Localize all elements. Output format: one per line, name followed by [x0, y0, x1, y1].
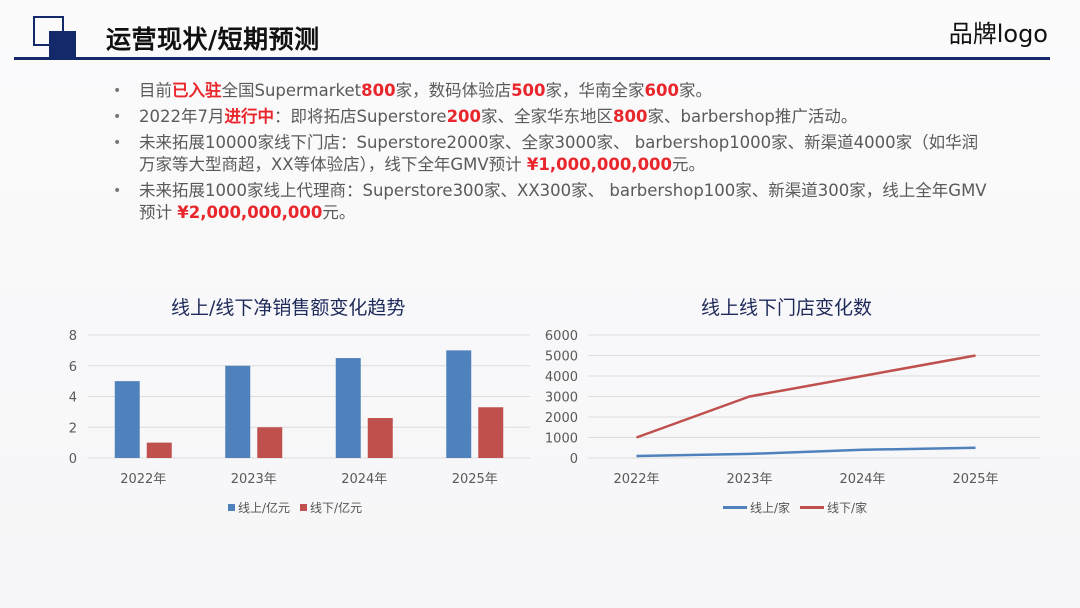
bullet-dot-icon: •	[113, 109, 122, 125]
y-tick-label: 6000	[545, 329, 578, 344]
line-offline	[636, 354, 976, 439]
bullet-item: • 未来拓展10000家线下门店：Superstore2000家、全家3000家、…	[110, 132, 990, 176]
bullet-text: 家，华南全家	[545, 81, 645, 100]
y-tick-label: 0	[570, 452, 578, 467]
bar-chart-plot: 0 2 4 6 8 2022年 2023年 2024年 2025年	[69, 329, 530, 487]
x-tick-label: 2024年	[341, 472, 387, 487]
bar-offline	[257, 427, 283, 458]
highlight-text: 200	[446, 107, 482, 126]
x-tick-label: 2025年	[452, 472, 498, 487]
bullet-text: 家。	[678, 81, 712, 100]
highlight-text: ¥1,000,000,000	[526, 155, 673, 174]
line-online	[636, 446, 976, 458]
bullet-text: ：即将拓店Superstore	[274, 107, 447, 126]
y-tick-label: 1000	[545, 432, 578, 447]
y-tick-label: 4	[69, 391, 77, 406]
brand-logo: 品牌logo	[948, 20, 1048, 48]
highlight-text: 500	[511, 81, 546, 100]
y-tick-label: 2000	[545, 411, 578, 426]
bar-online	[446, 350, 472, 458]
x-tick-label: 2025年	[952, 472, 998, 487]
bar-offline	[146, 442, 172, 458]
legend-swatch-online	[228, 504, 235, 511]
bullet-text: 全国Supermarket	[221, 81, 362, 100]
bar-chart-sales: 线上/线下净销售额变化趋势 0 2 4 6 8 2022年 2023年 2024年 2025年 …	[50, 285, 540, 525]
y-tick-label: 4000	[545, 370, 578, 385]
bullet-text: 元。	[672, 155, 706, 174]
line-chart-legend: 线上/家 线下/家	[723, 499, 867, 516]
x-tick-label: 2023年	[231, 472, 277, 487]
legend-label-offline-stores: 线下/家	[827, 501, 868, 515]
legend-swatch-online-stores	[723, 506, 747, 509]
highlight-text: 600	[644, 81, 679, 100]
highlight-text: 800	[361, 81, 396, 100]
legend-item-offline: 线下/亿元	[300, 499, 362, 516]
legend-item-online: 线上/亿元	[228, 499, 290, 516]
bar-offline	[478, 407, 504, 458]
highlight-text: 800	[613, 107, 648, 126]
header-divider	[14, 57, 1050, 60]
y-tick-label: 0	[69, 452, 77, 467]
y-tick-label: 6	[69, 360, 77, 375]
bullet-item: • 2022年7月进行中：即将拓店Superstore200家、全家华东地区800…	[110, 106, 990, 128]
legend-label-offline: 线下/亿元	[310, 501, 363, 515]
bullet-text: 家，数码体验店	[395, 81, 512, 100]
bullet-text: 家、全家华东地区	[481, 107, 614, 126]
y-tick-label: 5000	[545, 350, 578, 365]
bullet-text: 元。	[322, 203, 356, 222]
bullet-dot-icon: •	[113, 183, 122, 199]
highlight-text: 已入驻	[172, 81, 222, 100]
legend-item-offline-stores: 线下/家	[800, 499, 867, 516]
bar-chart-legend: 线上/亿元 线下/亿元	[228, 499, 362, 516]
bullet-text: 未来拓展10000家线下门店：Superstore2000家、全家3000家、 …	[139, 133, 979, 174]
legend-swatch-offline	[300, 504, 308, 511]
x-tick-label: 2022年	[120, 472, 166, 487]
bar-online	[225, 365, 251, 458]
line-chart-plot: 0 1000 2000 3000 4000 5000 6000 2022年 2023年 2024年…	[545, 329, 1040, 487]
header-decoration	[30, 16, 78, 60]
legend-swatch-offline-stores	[800, 506, 825, 509]
bullet-dot-icon: •	[113, 83, 122, 99]
highlight-text: ¥2,000,000,000	[177, 203, 323, 222]
bar-chart-title: 线上/线下净销售额变化趋势	[171, 297, 406, 319]
line-chart-title: 线上线下门店变化数	[701, 297, 873, 319]
bullet-text: 目前	[139, 81, 172, 100]
y-tick-label: 8	[69, 329, 77, 344]
bullet-text: 家、barbershop推广活动。	[647, 107, 858, 126]
x-tick-label: 2024年	[839, 472, 885, 487]
x-tick-label: 2023年	[726, 472, 772, 487]
bar-online	[335, 358, 361, 458]
bullet-dot-icon: •	[113, 135, 122, 151]
bar-online	[114, 381, 140, 458]
line-chart-stores: 线上线下门店变化数 0 1000 2000 3000 4000 5000 6000 2022年…	[540, 285, 1050, 525]
bullet-item: • 未来拓展1000家线上代理商：Superstore300家、XX300家、 b…	[110, 180, 990, 224]
bar-offline	[367, 418, 393, 458]
bullet-text: 2022年7月	[139, 107, 225, 126]
bullet-text: 未来拓展1000家线上代理商：Superstore300家、XX300家、 ba…	[139, 181, 987, 222]
bullet-list: • 目前已入驻全国Supermarket800家，数码体验店500家，华南全家60…	[110, 80, 990, 228]
legend-label-online-stores: 线上/家	[750, 501, 791, 515]
y-tick-label: 2	[69, 421, 77, 436]
legend-label-online: 线上/亿元	[238, 501, 291, 515]
x-tick-label: 2022年	[613, 472, 659, 487]
bullet-item: • 目前已入驻全国Supermarket800家，数码体验店500家，华南全家60…	[110, 80, 990, 102]
deco-filled-square	[49, 31, 76, 58]
legend-item-online-stores: 线上/家	[723, 499, 790, 516]
highlight-text: 进行中	[224, 107, 275, 126]
y-tick-label: 3000	[545, 391, 578, 406]
page-title: 运营现状/短期预测	[106, 25, 320, 54]
